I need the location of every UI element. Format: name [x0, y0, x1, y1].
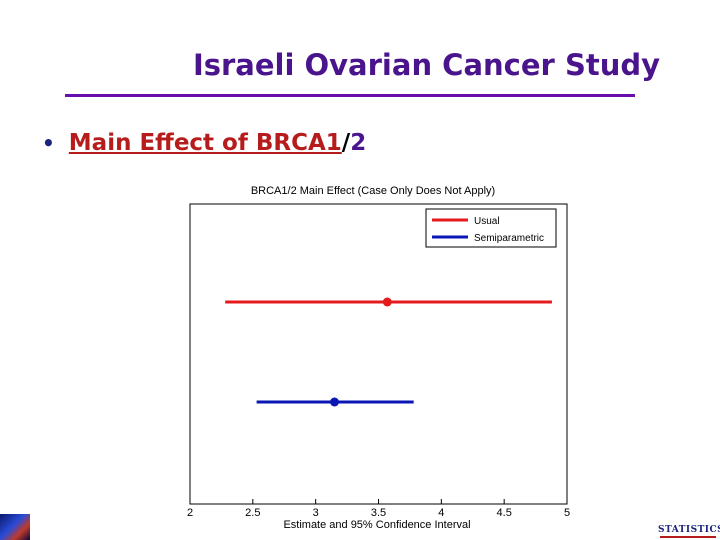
- x-tick-label: 2: [187, 507, 193, 519]
- legend-box: [425, 208, 557, 248]
- plot-frame: [189, 203, 568, 505]
- x-tick-label: 4.5: [497, 507, 512, 519]
- university-logo-left: [0, 514, 30, 540]
- legend-label-usual: Usual: [474, 216, 500, 227]
- bullet-item: • Main Effect of BRCA1/2: [42, 130, 366, 156]
- legend: Usual Semiparametric: [425, 208, 557, 248]
- legend-label-semiparametric: Semiparametric: [474, 233, 544, 244]
- statistics-logo-bar: [660, 536, 716, 538]
- bullet-separator: /: [341, 130, 351, 156]
- x-tick-label: 5: [564, 507, 570, 519]
- x-tick-label: 3: [313, 507, 319, 519]
- title-underline: [65, 94, 635, 97]
- bullet-text-tail: 2: [350, 130, 367, 156]
- statistics-logo: STATISTICS: [658, 525, 720, 539]
- series-layer: [225, 297, 552, 407]
- x-tick-label: 4: [438, 507, 444, 519]
- chart-title: BRCA1/2 Main Effect (Case Only Does Not …: [251, 185, 495, 197]
- forest-plot: BRCA1/2 Main Effect (Case Only Does Not …: [187, 185, 570, 531]
- x-tick-label: 3.5: [371, 507, 386, 519]
- x-tick-label: 2.5: [245, 507, 260, 519]
- x-axis-ticks: 2 2.5 3 3.5 4 4.5 5: [187, 499, 570, 519]
- estimate-point-semiparametric: [330, 397, 340, 407]
- estimate-point-usual: [382, 297, 392, 307]
- x-axis-label: Estimate and 95% Confidence Interval: [283, 519, 470, 531]
- bullet-text: Main Effect of BRCA1: [68, 130, 342, 156]
- bullet-dot-icon: •: [42, 131, 55, 155]
- statistics-logo-text: STATISTICS: [658, 525, 720, 535]
- slide-title: Israeli Ovarian Cancer Study: [192, 48, 660, 82]
